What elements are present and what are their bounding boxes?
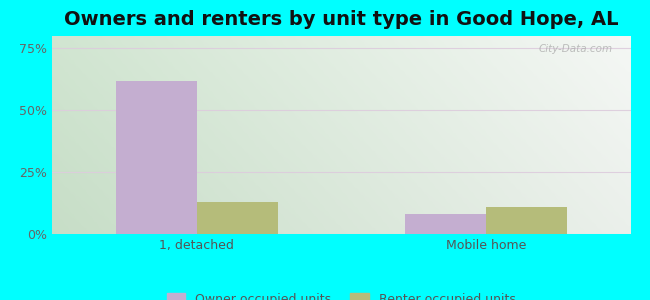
Bar [486, 207, 567, 234]
Bar [196, 202, 278, 234]
Legend: Owner occupied units, Renter occupied units: Owner occupied units, Renter occupied un… [162, 288, 521, 300]
Text: City-Data.com: City-Data.com [539, 44, 613, 54]
Bar [116, 80, 196, 234]
Title: Owners and renters by unit type in Good Hope, AL: Owners and renters by unit type in Good … [64, 10, 619, 29]
Bar [405, 214, 486, 234]
